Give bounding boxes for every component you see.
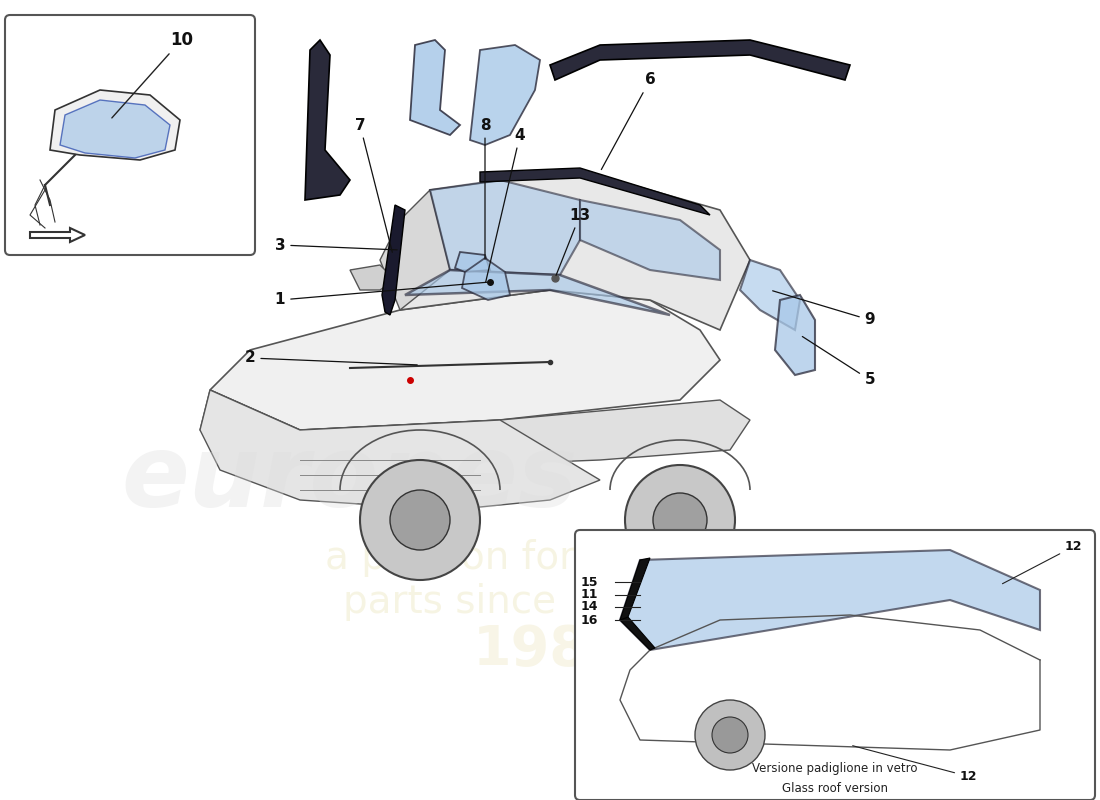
Text: 13: 13 [556,207,591,275]
Polygon shape [405,270,670,315]
Text: a passion for
parts since: a passion for parts since [324,539,575,621]
Text: 3: 3 [275,238,397,253]
Text: 6: 6 [602,73,656,170]
Circle shape [625,465,735,575]
Text: 16: 16 [581,614,598,626]
Circle shape [653,493,707,547]
Polygon shape [776,295,815,375]
Text: Glass roof version: Glass roof version [782,782,888,795]
Polygon shape [480,168,710,215]
Polygon shape [305,40,350,200]
Polygon shape [50,90,180,160]
Circle shape [360,460,480,580]
Text: 1: 1 [275,282,487,307]
Polygon shape [200,390,600,510]
Text: 7: 7 [354,118,393,252]
Text: 12: 12 [1002,540,1082,584]
Polygon shape [350,265,395,290]
Polygon shape [30,228,85,242]
Text: 10: 10 [112,31,192,118]
Polygon shape [620,550,1040,650]
Polygon shape [410,40,460,135]
Text: 11: 11 [581,589,598,602]
Polygon shape [210,290,720,430]
Text: 1985: 1985 [473,623,627,677]
Text: Versione padiglione in vetro: Versione padiglione in vetro [752,762,917,775]
Text: 5: 5 [802,337,876,387]
Polygon shape [379,190,450,310]
Polygon shape [462,258,510,300]
Polygon shape [60,100,170,158]
Polygon shape [620,558,650,620]
Polygon shape [430,180,580,275]
Circle shape [390,490,450,550]
Text: 15: 15 [581,575,598,589]
Text: 9: 9 [772,290,876,327]
Text: europes: europes [122,431,579,529]
Polygon shape [455,252,490,272]
Text: 14: 14 [581,601,598,614]
Polygon shape [550,40,850,80]
Text: 12: 12 [852,746,978,783]
Polygon shape [382,205,405,315]
Polygon shape [200,390,750,470]
Polygon shape [580,200,720,280]
Polygon shape [470,45,540,145]
FancyBboxPatch shape [575,530,1094,800]
Polygon shape [620,617,654,650]
Text: 8: 8 [480,118,491,259]
Circle shape [712,717,748,753]
Text: 4: 4 [485,127,526,282]
Circle shape [695,700,764,770]
FancyBboxPatch shape [6,15,255,255]
Polygon shape [740,260,800,330]
Polygon shape [400,170,750,330]
Text: 2: 2 [244,350,417,366]
